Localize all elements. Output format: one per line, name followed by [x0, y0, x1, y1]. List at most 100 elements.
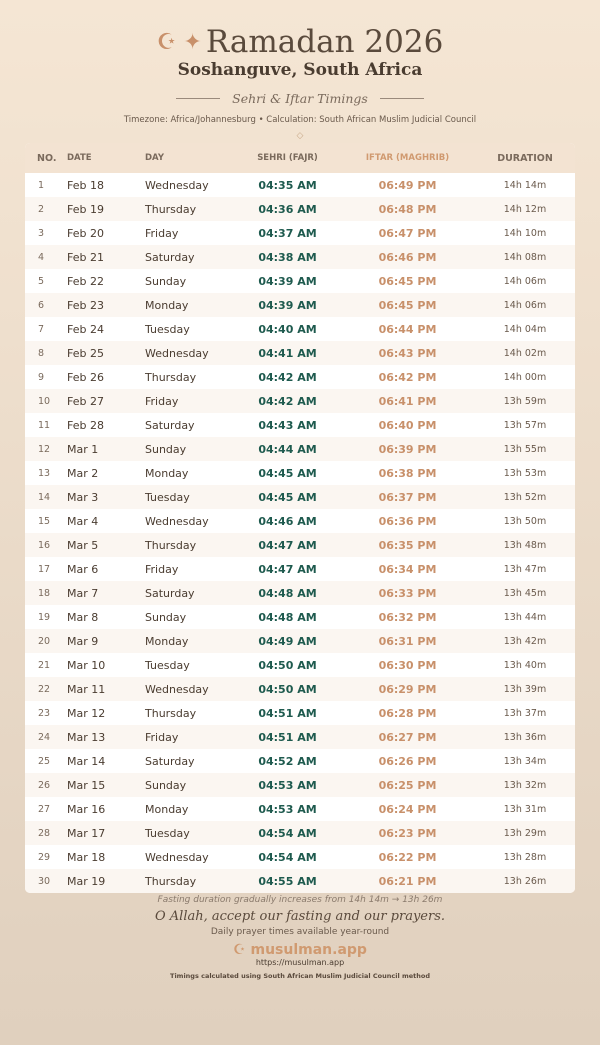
- table-row: 16 Mar 5 Thursday 04:47 AM 06:35 PM 13h 48m: [25, 533, 575, 557]
- weekday: Sunday: [145, 442, 187, 456]
- date: Mar 2: [67, 466, 99, 480]
- day-number: 14: [38, 491, 51, 503]
- duration: 13h 50m: [503, 515, 547, 527]
- date: Feb 28: [67, 418, 104, 432]
- duration-note: Fasting duration gradually increases fro…: [157, 895, 443, 905]
- table-row: 21 Mar 10 Tuesday 04:50 AM 06:30 PM 13h 40m: [25, 653, 575, 677]
- table-row: 17 Mar 6 Friday 04:47 AM 06:34 PM 13h 47m: [25, 557, 575, 581]
- iftar-time: 06:29 PM: [378, 682, 437, 696]
- table-row: 25 Mar 14 Saturday 04:52 AM 06:26 PM 13h 34m: [25, 749, 575, 773]
- iftar-time: 06:40 PM: [378, 418, 437, 432]
- weekday: Wednesday: [145, 346, 209, 360]
- weekday: Tuesday: [145, 490, 190, 504]
- iftar-time: 06:48 PM: [378, 202, 437, 216]
- iftar-time: 06:41 PM: [378, 394, 437, 408]
- date: Mar 6: [67, 562, 99, 576]
- page-title: ☪ ✦ Ramadan 2026: [0, 24, 600, 61]
- weekday: Saturday: [145, 754, 195, 768]
- day-number: 17: [38, 563, 51, 575]
- duration: 14h 06m: [503, 299, 547, 311]
- duration: 13h 59m: [503, 395, 547, 407]
- iftar-time: 06:47 PM: [378, 226, 437, 240]
- iftar-time: 06:34 PM: [378, 562, 437, 576]
- weekday: Monday: [145, 466, 189, 480]
- table-row: 19 Mar 8 Sunday 04:48 AM 06:32 PM 13h 44m: [25, 605, 575, 629]
- col-day: DAY: [145, 153, 164, 163]
- table-row: 15 Mar 4 Wednesday 04:46 AM 06:36 PM 13h 50m: [25, 509, 575, 533]
- table-row: 26 Mar 15 Sunday 04:53 AM 06:25 PM 13h 32m: [25, 773, 575, 797]
- sehri-time: 04:39 AM: [258, 274, 317, 288]
- iftar-time: 06:36 PM: [378, 514, 437, 528]
- weekday: Sunday: [145, 610, 187, 624]
- table-row: 18 Mar 7 Saturday 04:48 AM 06:33 PM 13h 45m: [25, 581, 575, 605]
- table-row: 1 Feb 18 Wednesday 04:35 AM 06:49 PM 14h 14m: [25, 173, 575, 197]
- table-row: 7 Feb 24 Tuesday 04:40 AM 06:44 PM 14h 04m: [25, 317, 575, 341]
- day-number: 19: [38, 611, 51, 623]
- brand-name: musulman.app: [250, 942, 367, 958]
- timezone-info: Timezone: Africa/Johannesburg • Calculat…: [123, 115, 477, 125]
- day-number: 30: [38, 875, 51, 887]
- website-link[interactable]: https://musulman.app: [255, 958, 345, 967]
- weekday: Monday: [145, 634, 189, 648]
- table-row: 5 Feb 22 Sunday 04:39 AM 06:45 PM 14h 06m: [25, 269, 575, 293]
- weekday: Tuesday: [145, 826, 190, 840]
- duration: 14h 02m: [503, 347, 547, 359]
- duration: 14h 14m: [503, 179, 547, 191]
- duration: 13h 57m: [503, 419, 547, 431]
- date: Mar 3: [67, 490, 99, 504]
- iftar-time: 06:32 PM: [378, 610, 437, 624]
- sehri-time: 04:52 AM: [258, 754, 317, 768]
- iftar-time: 06:24 PM: [378, 802, 437, 816]
- sehri-time: 04:53 AM: [258, 778, 317, 792]
- table-header: NO. DATE DAY SEHRI (FAJR) IFTAR (MAGHRIB…: [25, 143, 575, 173]
- duration: 13h 37m: [503, 707, 547, 719]
- iftar-time: 06:25 PM: [378, 778, 437, 792]
- iftar-time: 06:30 PM: [378, 658, 437, 672]
- duration: 14h 04m: [503, 323, 547, 335]
- diamond-icon: ◇: [296, 131, 304, 141]
- date: Mar 11: [67, 682, 106, 696]
- day-number: 28: [38, 827, 51, 839]
- sehri-time: 04:45 AM: [258, 490, 317, 504]
- sehri-time: 04:42 AM: [258, 370, 317, 384]
- sehri-time: 04:46 AM: [258, 514, 317, 528]
- day-number: 5: [38, 275, 45, 287]
- subtitle: Sehri & Iftar Timings: [0, 91, 600, 106]
- sehri-time: 04:50 AM: [258, 658, 317, 672]
- table-row: 28 Mar 17 Tuesday 04:54 AM 06:23 PM 13h 29m: [25, 821, 575, 845]
- iftar-time: 06:27 PM: [378, 730, 437, 744]
- sehri-time: 04:54 AM: [258, 850, 317, 864]
- day-number: 15: [38, 515, 51, 527]
- sehri-time: 04:54 AM: [258, 826, 317, 840]
- sehri-time: 04:36 AM: [258, 202, 317, 216]
- duration: 13h 48m: [503, 539, 547, 551]
- sehri-time: 04:50 AM: [258, 682, 317, 696]
- weekday: Tuesday: [145, 658, 190, 672]
- day-number: 22: [38, 683, 51, 695]
- duration: 13h 45m: [503, 587, 547, 599]
- date: Mar 1: [67, 442, 99, 456]
- day-number: 7: [38, 323, 45, 335]
- date: Feb 26: [67, 370, 104, 384]
- weekday: Thursday: [145, 874, 197, 888]
- sehri-time: 04:49 AM: [258, 634, 317, 648]
- weekday: Monday: [145, 802, 189, 816]
- date: Mar 17: [67, 826, 106, 840]
- day-number: 4: [38, 251, 45, 263]
- table-row: 13 Mar 2 Monday 04:45 AM 06:38 PM 13h 53m: [25, 461, 575, 485]
- date: Feb 22: [67, 274, 104, 288]
- table-row: 4 Feb 21 Saturday 04:38 AM 06:46 PM 14h 08m: [25, 245, 575, 269]
- duration: 13h 39m: [503, 683, 547, 695]
- date: Mar 4: [67, 514, 99, 528]
- day-number: 27: [38, 803, 51, 815]
- sehri-time: 04:47 AM: [258, 538, 317, 552]
- iftar-time: 06:49 PM: [378, 178, 437, 192]
- iftar-time: 06:46 PM: [378, 250, 437, 264]
- col-iftar: IFTAR (MAGHRIB): [365, 153, 450, 163]
- day-number: 12: [38, 443, 51, 455]
- duration: 13h 28m: [503, 851, 547, 863]
- date: Feb 23: [67, 298, 104, 312]
- iftar-time: 06:31 PM: [378, 634, 437, 648]
- duration: 13h 52m: [503, 491, 547, 503]
- day-number: 24: [38, 731, 51, 743]
